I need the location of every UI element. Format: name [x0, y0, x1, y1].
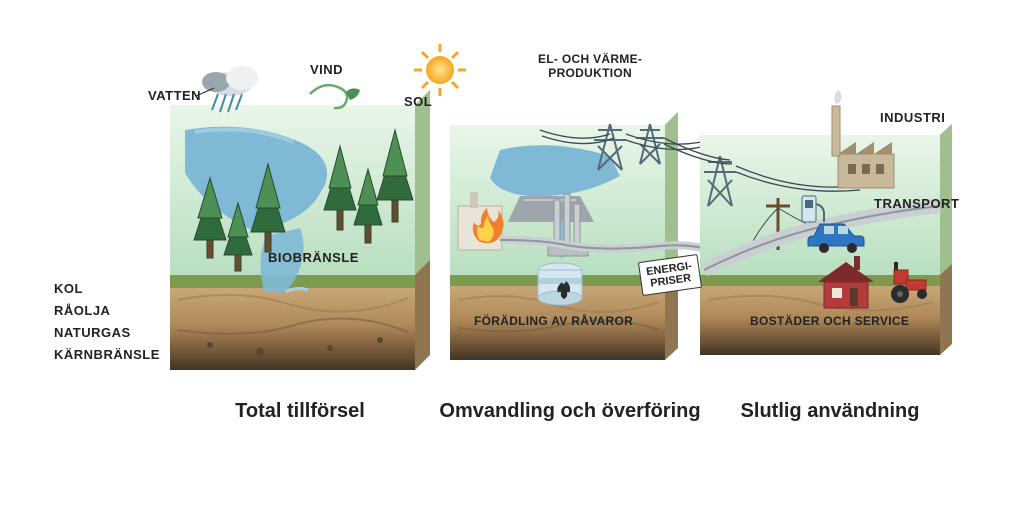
label-vind: VIND [310, 62, 343, 77]
label-vatten: VATTEN [148, 88, 201, 103]
energy-system-infographic: VATTEN VIND SOL BIOBRÄNSLE EL- OCH VÄRME… [0, 0, 1024, 517]
underground-resource-list: KOL RÅOLJA NATURGAS KÄRNBRÄNSLE [54, 278, 160, 366]
label-industri: INDUSTRI [880, 110, 945, 125]
side-list-item: KOL [54, 278, 160, 300]
block-supply [170, 44, 466, 370]
caption-enduse: Slutlig användning [700, 400, 960, 423]
scene-svg [0, 0, 1024, 517]
sun-icon [414, 44, 466, 96]
caption-conversion: Omvandling och överföring [430, 400, 710, 423]
label-bostader: BOSTÄDER OCH SERVICE [750, 314, 909, 328]
label-foradling: FÖRÄDLING AV RÅVAROR [474, 314, 633, 328]
storage-tank-icon [538, 263, 582, 305]
side-list-item: NATURGAS [54, 322, 160, 344]
label-transport: TRANSPORT [874, 196, 959, 211]
side-list-item: RÅOLJA [54, 300, 160, 322]
label-sol: SOL [404, 94, 432, 109]
wind-icon [310, 85, 360, 108]
label-biobransle: BIOBRÄNSLE [268, 250, 359, 265]
label-elprod: EL- OCH VÄRME- PRODUKTION [538, 52, 642, 80]
caption-supply: Total tillförsel [170, 400, 430, 423]
side-list-item: KÄRNBRÄNSLE [54, 344, 160, 366]
